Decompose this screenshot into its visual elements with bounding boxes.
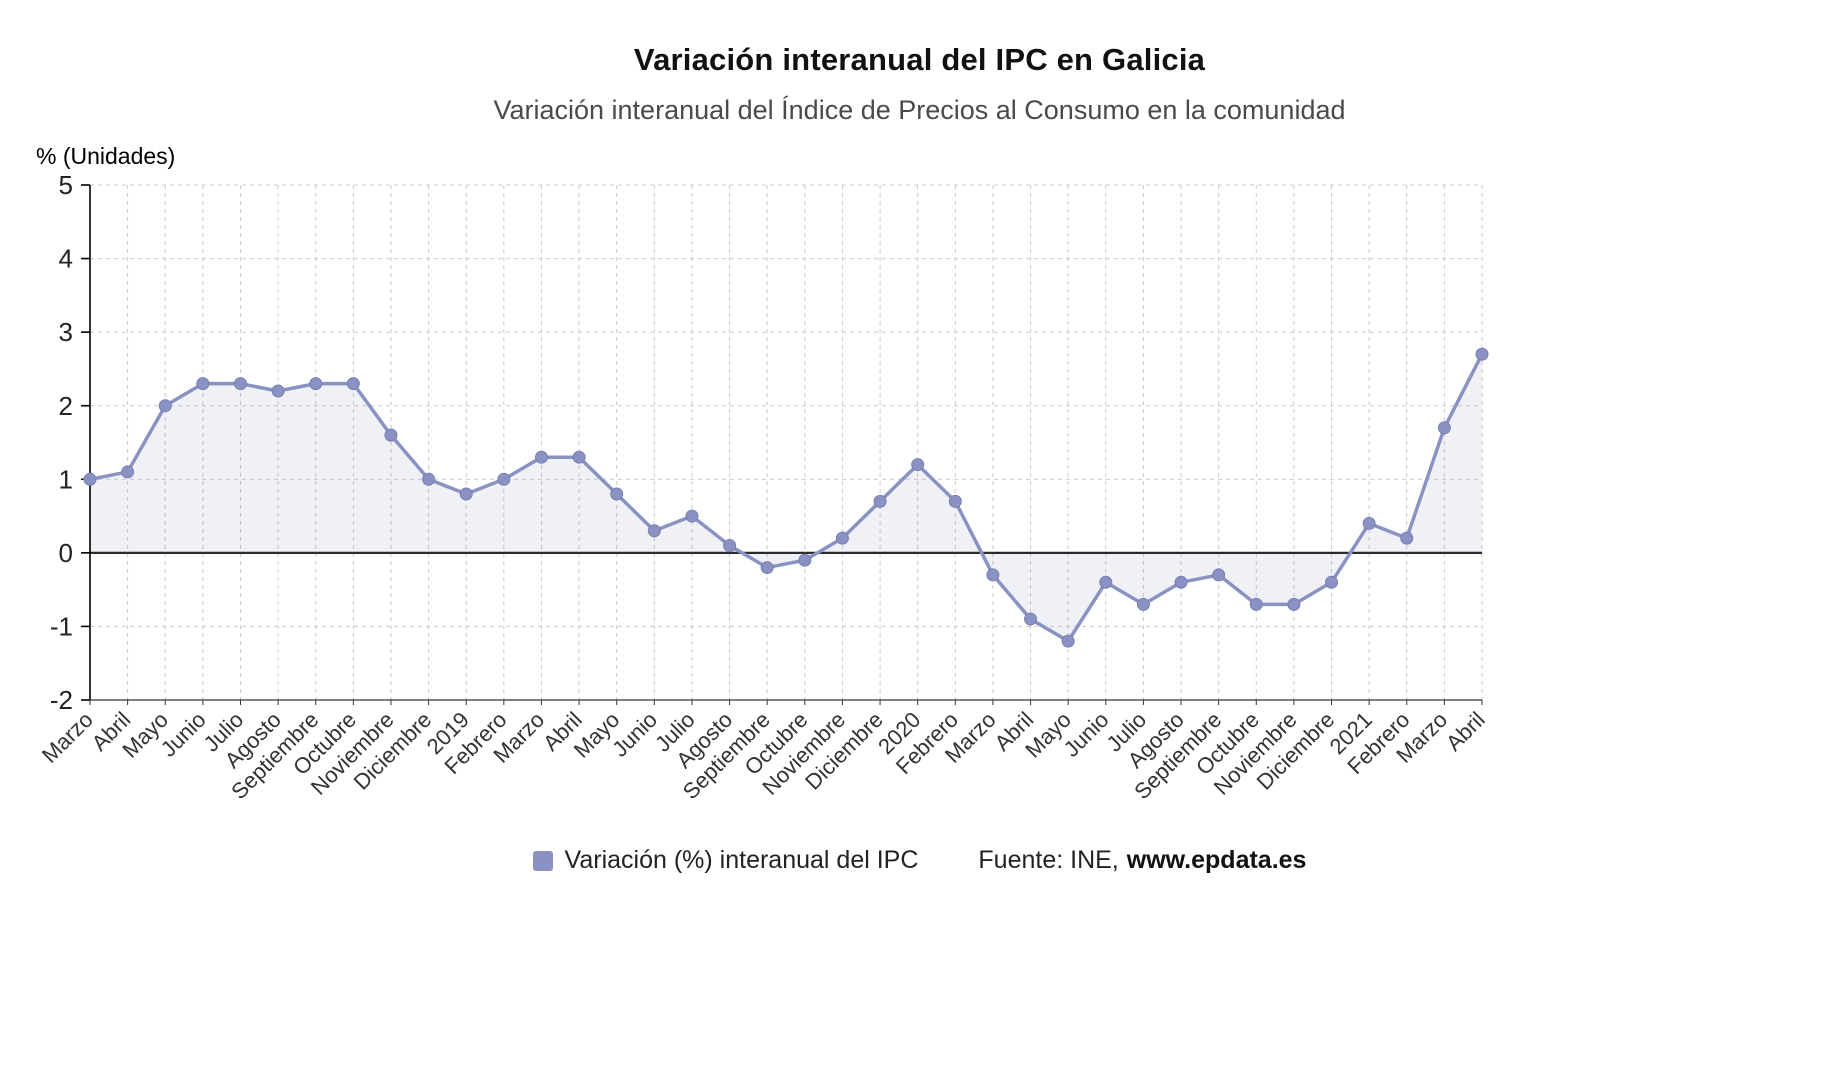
data-point-marker[interactable] bbox=[1061, 634, 1075, 648]
data-point-marker[interactable] bbox=[723, 539, 737, 552]
data-point-marker[interactable] bbox=[158, 399, 172, 413]
series-area bbox=[90, 354, 1482, 642]
y-tick-label: -1 bbox=[50, 612, 73, 642]
legend-item-ipc[interactable]: Variación (%) interanual del IPC bbox=[532, 846, 919, 875]
data-point-marker[interactable] bbox=[497, 472, 511, 486]
data-point-marker[interactable] bbox=[685, 509, 699, 523]
data-point-marker[interactable] bbox=[309, 377, 323, 391]
legend-label: Variación (%) interanual del IPC bbox=[564, 846, 919, 874]
data-point-marker[interactable] bbox=[647, 524, 661, 538]
y-tick-label: 3 bbox=[59, 317, 73, 347]
data-point-marker[interactable] bbox=[1212, 568, 1226, 582]
data-point-marker[interactable] bbox=[1174, 575, 1188, 589]
data-point-marker[interactable] bbox=[196, 377, 210, 391]
y-axis-unit-label: % (Unidades) bbox=[36, 143, 176, 169]
data-point-marker[interactable] bbox=[233, 377, 247, 391]
data-point-marker[interactable] bbox=[1325, 575, 1339, 589]
x-tick-label: Abril bbox=[1441, 707, 1490, 756]
source-prefix: Fuente: INE, bbox=[978, 846, 1119, 874]
data-point-marker[interactable] bbox=[948, 494, 962, 508]
data-point-marker[interactable] bbox=[83, 472, 97, 486]
legend-swatch bbox=[532, 850, 553, 871]
series-markers bbox=[83, 347, 1489, 648]
data-point-marker[interactable] bbox=[986, 568, 1000, 582]
source-link[interactable]: www.epdata.es bbox=[1126, 846, 1307, 874]
chart-subtitle: Variación interanual del Índice de Preci… bbox=[493, 95, 1346, 125]
source-text: Fuente: INE, www.epdata.es bbox=[978, 846, 1306, 875]
data-point-marker[interactable] bbox=[873, 494, 887, 508]
data-point-marker[interactable] bbox=[760, 561, 774, 575]
data-point-marker[interactable] bbox=[1475, 347, 1489, 361]
data-point-marker[interactable] bbox=[911, 458, 925, 472]
data-point-marker[interactable] bbox=[1400, 531, 1414, 545]
data-point-marker[interactable] bbox=[1136, 597, 1150, 611]
data-point-marker[interactable] bbox=[346, 377, 360, 391]
data-point-marker[interactable] bbox=[1099, 575, 1113, 589]
data-point-marker[interactable] bbox=[422, 472, 436, 486]
y-tick-label: -2 bbox=[50, 685, 73, 715]
y-tick-label: 2 bbox=[59, 391, 73, 421]
y-tick-label: 5 bbox=[59, 170, 73, 200]
x-axis-labels: MarzoAbrilMayoJunioJulioAgostoSeptiembre… bbox=[37, 707, 1490, 804]
data-point-marker[interactable] bbox=[121, 465, 135, 479]
data-point-marker[interactable] bbox=[384, 428, 398, 442]
data-point-marker[interactable] bbox=[1362, 516, 1376, 530]
data-point-marker[interactable] bbox=[534, 450, 548, 464]
line-chart-svg: -2 -1 0 1 2 3 4 5 MarzoAbrilMayoJunioJulioAgosto… bbox=[37, 170, 1490, 804]
y-tick-label: 4 bbox=[59, 244, 73, 274]
data-point-marker[interactable] bbox=[1024, 612, 1038, 626]
y-tick-label: 0 bbox=[59, 538, 73, 568]
line-chart: -2 -1 0 1 2 3 4 5 Marzo Abril Mayo Junio Julio Agosto… bbox=[0, 170, 1839, 830]
axes bbox=[81, 184, 1483, 705]
data-point-marker[interactable] bbox=[835, 531, 849, 545]
y-tick-label: 1 bbox=[59, 464, 73, 494]
legend-bar: Variación (%) interanual del IPC Fuente:… bbox=[0, 846, 1839, 875]
data-point-marker[interactable] bbox=[610, 487, 624, 501]
data-point-marker[interactable] bbox=[1249, 597, 1263, 611]
chart-title: Variación interanual del IPC en Galicia bbox=[633, 42, 1206, 77]
data-point-marker[interactable] bbox=[459, 487, 473, 501]
data-point-marker[interactable] bbox=[1287, 597, 1301, 611]
data-point-marker[interactable] bbox=[798, 553, 812, 567]
data-point-marker[interactable] bbox=[572, 450, 586, 464]
data-point-marker[interactable] bbox=[1437, 421, 1451, 435]
data-point-marker[interactable] bbox=[271, 384, 285, 398]
